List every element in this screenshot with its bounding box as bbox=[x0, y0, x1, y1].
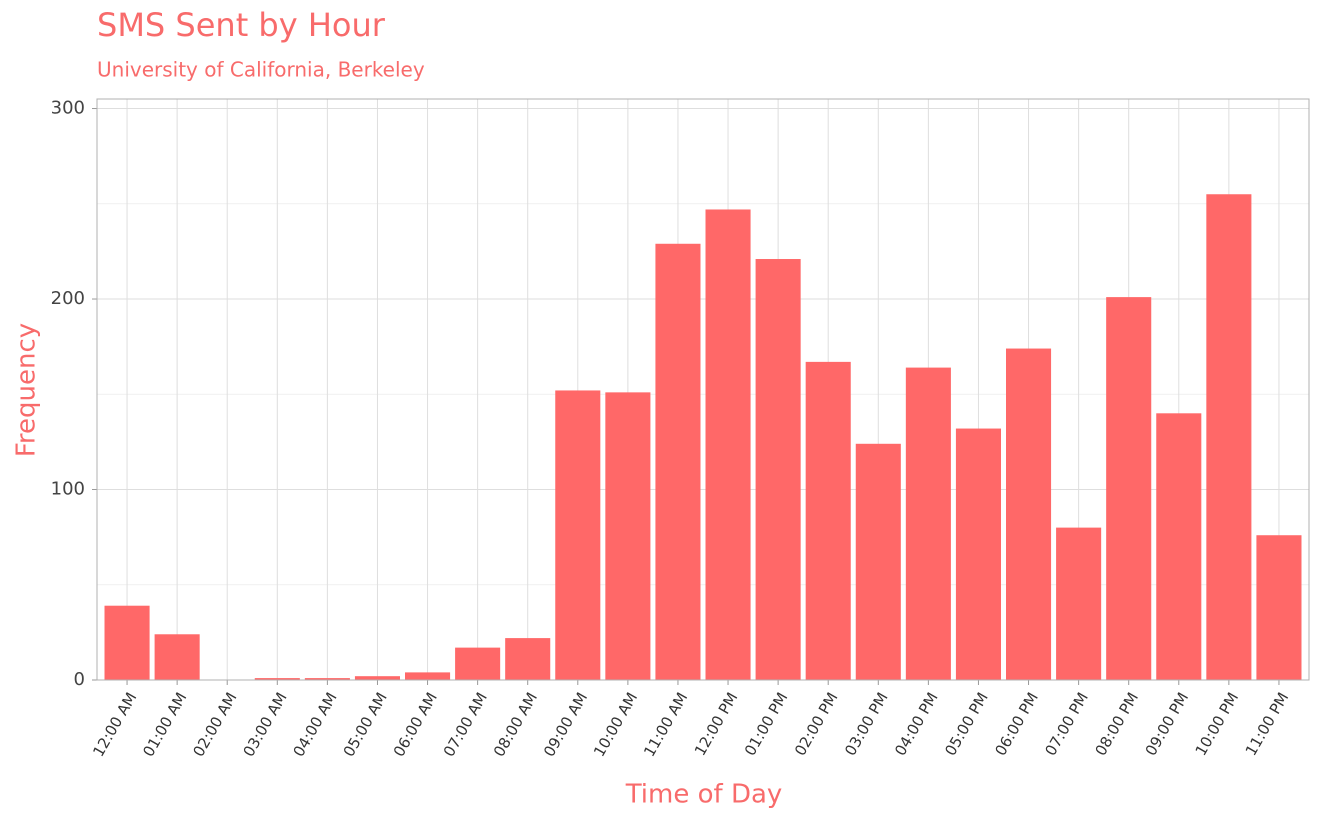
bar bbox=[1006, 348, 1052, 680]
bar bbox=[655, 243, 701, 680]
chart-subtitle: University of California, Berkeley bbox=[97, 58, 425, 82]
x-tick-label: 08:00 AM bbox=[490, 689, 541, 760]
bar bbox=[154, 634, 200, 680]
y-tick-label: 200 bbox=[51, 288, 85, 309]
x-tick-label: 04:00 PM bbox=[891, 689, 942, 759]
x-tick-label: 11:00 AM bbox=[640, 689, 691, 760]
x-tick-label: 05:00 AM bbox=[340, 689, 391, 760]
x-tick-label: 06:00 PM bbox=[991, 689, 1042, 759]
x-tick-label: 09:00 AM bbox=[540, 689, 591, 760]
x-tick-label: 10:00 AM bbox=[590, 689, 641, 760]
bar bbox=[1206, 194, 1252, 680]
x-tick-label: 06:00 AM bbox=[390, 689, 441, 760]
x-tick-label: 10:00 PM bbox=[1192, 689, 1243, 759]
x-tick-label: 09:00 PM bbox=[1142, 689, 1193, 759]
x-tick-label: 05:00 PM bbox=[941, 689, 992, 759]
bar bbox=[1156, 413, 1202, 680]
y-axis-label: Frequency bbox=[12, 323, 42, 457]
chart-title: SMS Sent by Hour bbox=[97, 6, 386, 44]
bar bbox=[905, 367, 951, 680]
bar bbox=[605, 392, 651, 680]
bar bbox=[755, 259, 801, 680]
bar bbox=[104, 605, 150, 680]
bar bbox=[405, 672, 451, 680]
x-axis-label: Time of Day bbox=[625, 780, 783, 810]
bar bbox=[304, 678, 350, 680]
x-tick-label: 02:00 PM bbox=[791, 689, 842, 759]
x-tick-label: 12:00 PM bbox=[691, 689, 742, 759]
x-tick-label: 01:00 PM bbox=[741, 689, 792, 759]
x-tick-label: 08:00 PM bbox=[1091, 689, 1142, 759]
bar bbox=[555, 390, 601, 680]
bar bbox=[455, 647, 501, 680]
y-tick-label: 100 bbox=[51, 479, 85, 500]
x-tick-label: 07:00 AM bbox=[440, 689, 491, 760]
y-tick-label: 300 bbox=[51, 98, 85, 119]
x-tick-label: 03:00 PM bbox=[841, 689, 892, 759]
x-tick-label: 07:00 PM bbox=[1041, 689, 1092, 759]
x-tick-label: 12:00 AM bbox=[89, 689, 140, 760]
x-tick-label: 01:00 AM bbox=[139, 689, 190, 760]
bar bbox=[1056, 527, 1102, 680]
bar bbox=[805, 361, 851, 680]
x-tick-label: 03:00 AM bbox=[239, 689, 290, 760]
x-tick-label: 04:00 AM bbox=[290, 689, 341, 760]
bar bbox=[354, 676, 400, 680]
bar bbox=[254, 678, 300, 680]
bar bbox=[1106, 297, 1152, 680]
bar bbox=[855, 443, 901, 680]
bar bbox=[705, 209, 751, 681]
bar bbox=[955, 428, 1001, 680]
y-tick-label: 0 bbox=[74, 669, 85, 690]
x-tick-label: 02:00 AM bbox=[189, 689, 240, 760]
bar bbox=[505, 638, 551, 680]
plot-border bbox=[96, 98, 1310, 681]
x-tick-label: 11:00 PM bbox=[1242, 689, 1293, 759]
bar bbox=[1256, 535, 1302, 680]
